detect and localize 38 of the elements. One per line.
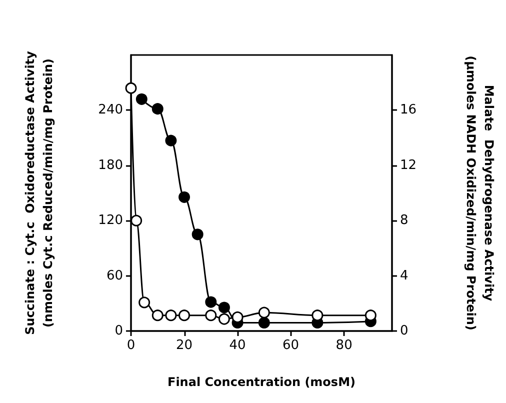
- x-tick-label: 60: [282, 338, 300, 353]
- x-tick-label: 0: [126, 338, 136, 353]
- point: [205, 310, 217, 322]
- y2-tick-label: 4: [400, 268, 408, 284]
- point: [136, 93, 148, 105]
- y-tick-label: 0: [114, 324, 123, 338]
- y-tick-label: 180: [98, 158, 123, 173]
- y-axis-title: Succinate : Cyt.c Oxidoreductase Activity (nmoles Cyt.c Reduced/min/mg Protein): [23, 50, 55, 335]
- point: [138, 296, 150, 308]
- point: [312, 310, 324, 322]
- y-tick-label: 120: [98, 213, 123, 228]
- point: [178, 191, 190, 203]
- point: [232, 311, 244, 323]
- point: [165, 310, 177, 322]
- y2-tick-label: 8: [400, 213, 408, 228]
- y2-tick-label: 12: [400, 158, 417, 173]
- point: [205, 296, 217, 308]
- x-tick-label: 80: [336, 338, 352, 353]
- point: [218, 313, 230, 325]
- point: [218, 302, 230, 314]
- point: [258, 306, 270, 318]
- point: [130, 214, 142, 226]
- point: [152, 310, 164, 322]
- point: [258, 316, 270, 328]
- y-tick-label: 240: [98, 102, 123, 118]
- x-tick-label: 20: [176, 338, 193, 353]
- y2-axis-title: Malate Dehydrogenase Activity (µmoles NADH Oxidized/min/mg Protein): [464, 56, 496, 330]
- y-tick-label: 60: [106, 268, 123, 284]
- y2-tick-label: 0: [400, 324, 408, 338]
- x-axis-title: Final Concentration (mosM): [168, 375, 356, 389]
- y2-tick-label: 16: [400, 102, 417, 118]
- x-tick-label: 40: [229, 338, 246, 353]
- point: [125, 82, 137, 94]
- point: [178, 310, 190, 322]
- point: [364, 310, 376, 322]
- point: [192, 228, 204, 240]
- point: [152, 103, 164, 115]
- point: [165, 134, 177, 146]
